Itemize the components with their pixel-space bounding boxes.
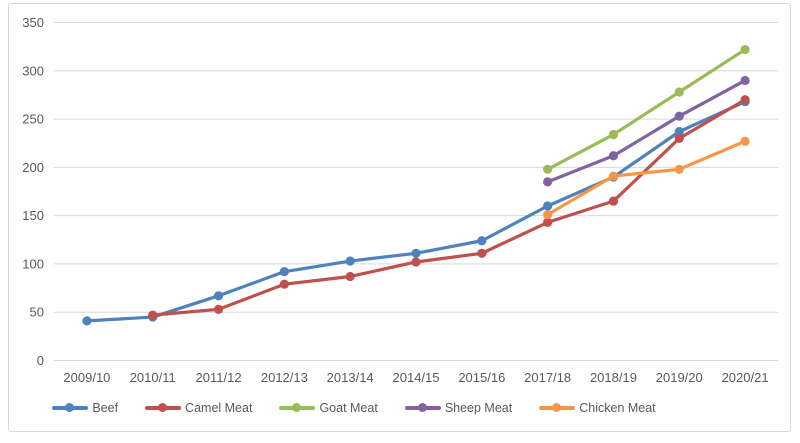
data-point-camel-meat <box>345 271 355 282</box>
legend-label: Goat Meat <box>319 401 378 415</box>
x-axis-label: 2012/13 <box>261 370 308 385</box>
data-point-sheep-meat <box>674 111 684 121</box>
legend-item-chicken-meat: Chicken Meat <box>539 401 656 415</box>
legend-label: Chicken Meat <box>579 401 656 415</box>
legend-item-goat-meat: Goat Meat <box>279 401 378 415</box>
y-tick-label: 300 <box>22 63 44 78</box>
series-line-chicken-meat <box>546 139 747 217</box>
data-point-camel-meat <box>477 248 487 258</box>
legend-dot <box>65 403 75 413</box>
data-point-beef <box>411 248 421 258</box>
y-tick-label: 250 <box>22 112 44 127</box>
x-axis-label: 2015/16 <box>458 370 505 385</box>
data-point-camel-meat <box>148 310 158 320</box>
legend-item-camel-meat: Camel Meat <box>145 401 252 415</box>
data-point-beef <box>82 316 92 326</box>
data-point-camel-meat <box>279 279 289 289</box>
chart-legend: Beef Camel Meat Goat Meat Sheep Meat Chicken… <box>0 401 754 415</box>
data-point-beef <box>213 291 224 301</box>
data-point-camel-meat <box>674 133 684 143</box>
x-axis-label: 2014/15 <box>393 370 440 385</box>
series-line-sheep-meat <box>546 78 747 184</box>
data-point-goat-meat <box>608 129 619 140</box>
legend-marker-icon <box>404 403 441 413</box>
data-point-chicken-meat <box>608 171 619 181</box>
legend-item-sheep-meat: Sheep Meat <box>404 401 513 415</box>
legend-marker-icon <box>145 403 182 413</box>
legend-item-beef: Beef <box>52 401 118 415</box>
data-point-chicken-meat <box>740 136 750 146</box>
x-axis-label: 2019/20 <box>656 370 703 385</box>
legend-dot <box>158 403 168 413</box>
data-point-goat-meat <box>740 44 750 55</box>
legend-dot <box>552 403 562 413</box>
data-point-camel-meat <box>740 95 750 105</box>
data-point-goat-meat <box>543 164 553 174</box>
data-point-beef <box>674 127 684 137</box>
x-axis-label: 2018/19 <box>590 370 637 385</box>
series-line-goat-meat <box>546 47 747 171</box>
y-tick-label: 50 <box>30 305 44 320</box>
data-point-chicken-meat <box>674 164 684 174</box>
y-tick-label: 0 <box>37 353 44 368</box>
data-point-camel-meat <box>543 217 553 228</box>
data-point-sheep-meat <box>543 177 553 187</box>
data-point-beef <box>543 201 553 211</box>
legend-label: Sheep Meat <box>444 401 513 415</box>
data-point-beef <box>345 256 355 266</box>
x-axis-label: 2020/21 <box>722 370 769 385</box>
data-point-camel-meat <box>213 304 224 314</box>
y-tick-label: 150 <box>22 208 44 223</box>
x-axis-label: 2017/18 <box>524 370 571 385</box>
x-axis-label: 2009/10 <box>63 370 110 385</box>
data-point-sheep-meat <box>608 151 619 161</box>
data-point-camel-meat <box>608 196 619 206</box>
x-axis-label: 2010/11 <box>130 370 176 385</box>
x-axis-label: 2011/12 <box>196 370 242 385</box>
legend-label: Beef <box>92 401 119 415</box>
legend-dot <box>417 403 427 413</box>
legend-label: Camel Meat <box>185 401 253 415</box>
data-point-beef <box>477 236 487 246</box>
y-tick-label: 100 <box>22 256 44 271</box>
data-point-chicken-meat <box>543 210 553 220</box>
data-point-sheep-meat <box>740 75 750 86</box>
y-tick-label: 200 <box>22 160 44 175</box>
legend-marker-icon <box>52 403 89 413</box>
series-line-camel-meat <box>151 98 747 317</box>
legend-marker-icon <box>539 403 576 413</box>
legend-dot <box>292 403 302 413</box>
data-point-goat-meat <box>674 87 684 97</box>
x-axis-label: 2013/14 <box>327 370 374 385</box>
y-tick-label: 350 <box>22 15 44 30</box>
data-point-beef <box>279 267 289 277</box>
data-point-camel-meat <box>411 257 421 267</box>
legend-marker-icon <box>279 403 316 413</box>
